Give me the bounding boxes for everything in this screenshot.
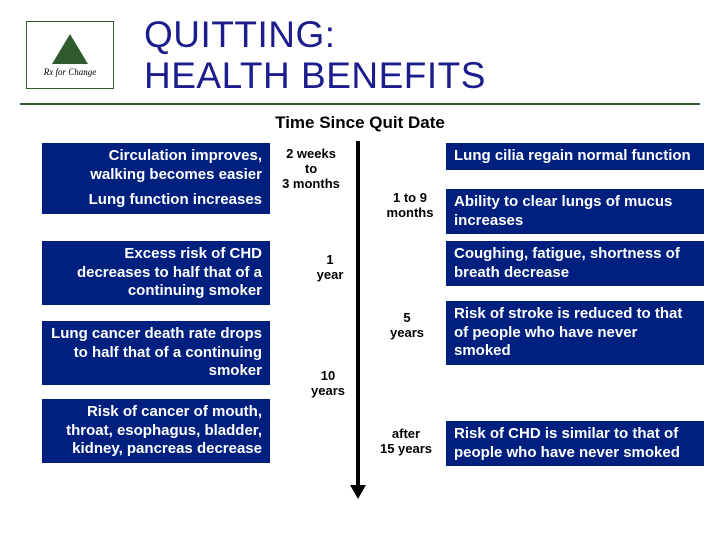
page-title: QUITTING: HEALTH BENEFITS	[144, 14, 486, 97]
right-benefit-box: Ability to clear lungs of mucus increase…	[446, 189, 704, 235]
timeline-content: Circulation improves, walking becomes ea…	[0, 141, 720, 531]
time-label: after15 years	[374, 427, 438, 457]
left-benefit-box: Risk of cancer of mouth, throat, esophag…	[42, 399, 270, 463]
time-label: 1 to 9months	[382, 191, 438, 221]
time-label: 10years	[304, 369, 352, 399]
right-benefit-box: Coughing, fatigue, shortness of breath d…	[446, 241, 704, 287]
left-benefit-box: Circulation improves, walking becomes ea…	[42, 143, 270, 189]
left-benefit-box: Lung function increases	[42, 187, 270, 214]
left-benefit-box: Excess risk of CHD decreases to half tha…	[42, 241, 270, 305]
logo: Rx for Change	[26, 21, 114, 89]
timeline-arrow-head-icon	[350, 485, 366, 499]
right-benefit-box: Risk of stroke is reduced to that of peo…	[446, 301, 704, 365]
divider	[20, 103, 700, 105]
logo-text: Rx for Change	[44, 67, 97, 77]
time-label: 1year	[310, 253, 350, 283]
header: Rx for Change QUITTING: HEALTH BENEFITS	[0, 0, 720, 103]
subtitle: Time Since Quit Date	[0, 113, 720, 133]
title-line-1: QUITTING:	[144, 14, 336, 55]
mortar-pestle-icon	[52, 34, 88, 64]
right-benefit-box: Risk of CHD is similar to that of people…	[446, 421, 704, 467]
timeline-arrow-line	[356, 141, 360, 489]
time-label: 5years	[382, 311, 432, 341]
left-benefit-box: Lung cancer death rate drops to half tha…	[42, 321, 270, 385]
title-line-2: HEALTH BENEFITS	[144, 55, 486, 96]
time-label: 2 weeksto3 months	[278, 147, 344, 192]
right-benefit-box: Lung cilia regain normal function	[446, 143, 704, 170]
